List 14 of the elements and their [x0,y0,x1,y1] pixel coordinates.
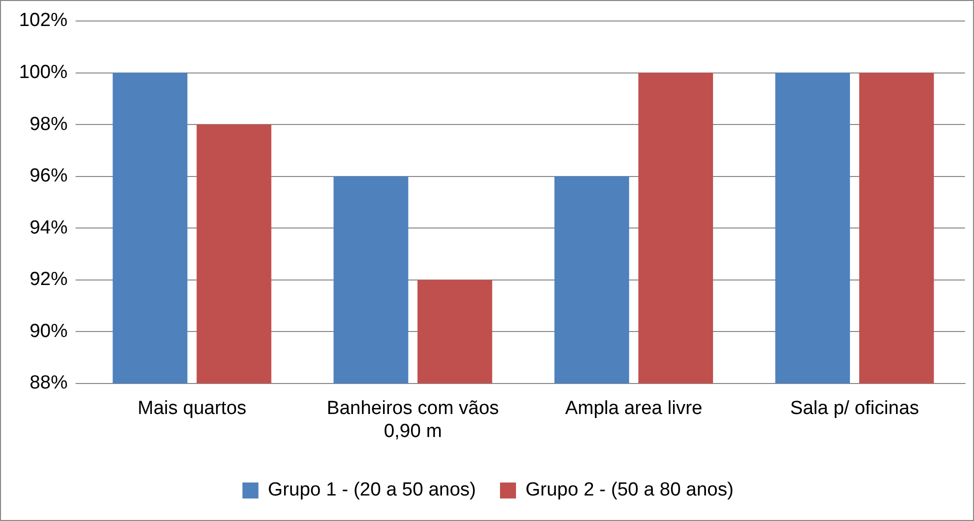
y-tick-label: 88% [30,372,68,394]
x-tick-label: Ampla area livre [565,398,702,420]
y-tick-label: 96% [30,166,68,187]
legend-label: Grupo 2 - (50 a 80 anos) [526,480,734,501]
y-tick-label: 90% [30,320,68,342]
y-tick-label: 94% [30,217,68,238]
y-tick-label: 100% [18,62,68,84]
x-tick-label: Mais quartos [138,398,246,420]
y-tick-label: 92% [30,269,68,290]
x-tick-label: Banheiros com vãos 0,90 m [326,398,499,442]
x-tick-label: Sala p/ oficinas [790,398,920,420]
y-tick-label: 102% [18,10,68,32]
legend-label: Grupo 1 - (20 a 50 anos) [268,480,476,501]
y-tick-label: 98% [30,114,68,135]
